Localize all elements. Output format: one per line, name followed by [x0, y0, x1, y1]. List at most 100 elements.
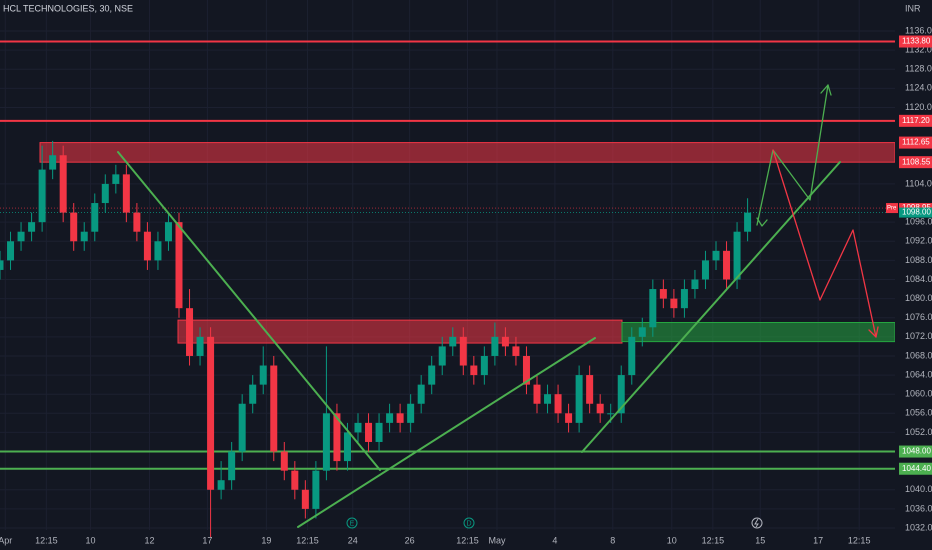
candle-body — [38, 169, 46, 223]
candle-body — [259, 365, 267, 385]
candle-body — [122, 174, 130, 213]
zone — [39, 142, 896, 163]
y-tick-label: 1080.00 — [905, 293, 932, 303]
candle-body — [238, 403, 246, 452]
candle-body — [80, 231, 88, 242]
candle-body — [228, 451, 236, 481]
y-tick-label: 1060.00 — [905, 389, 932, 399]
event-icon[interactable] — [463, 517, 475, 529]
candle-body — [449, 336, 457, 347]
x-tick-label: 24 — [348, 535, 358, 545]
x-tick-label: 12:15 — [296, 535, 319, 545]
price-tag-label: Pre — [887, 206, 897, 212]
candle-body — [712, 250, 720, 261]
chart-title: HCL TECHNOLOGIES, 30, NSE — [3, 3, 133, 13]
candle-body — [407, 403, 415, 423]
y-tick-label: 1068.00 — [905, 350, 932, 360]
projection-up — [756, 84, 829, 226]
x-tick-label: 10 — [667, 535, 677, 545]
event-icon[interactable] — [346, 517, 358, 529]
candle-body — [480, 355, 488, 376]
y-tick-label: 1128.00 — [905, 64, 932, 74]
arrow-head — [868, 326, 879, 338]
candle-body — [143, 231, 151, 261]
price-badge-label: 1044.40 — [902, 464, 931, 473]
candle-body — [164, 222, 172, 242]
candle-body — [522, 355, 530, 385]
price-badge — [899, 207, 932, 218]
price-badge — [899, 462, 932, 475]
candle-body — [386, 413, 394, 423]
y-tick-label: 1064.00 — [905, 369, 932, 379]
candle-body — [428, 365, 436, 385]
candle-body — [28, 222, 36, 232]
x-tick-label: 12:15 — [35, 535, 58, 545]
candle-body — [501, 336, 509, 347]
candle-body — [691, 279, 699, 290]
candle-body — [0, 260, 4, 270]
candle-body — [575, 375, 583, 423]
candle-body — [59, 155, 67, 213]
price-badge — [899, 35, 932, 48]
candle-body — [375, 422, 383, 442]
projection-down — [772, 149, 877, 338]
candle-body — [196, 336, 204, 356]
trend-line — [117, 151, 381, 471]
y-tick-label: 1036.00 — [905, 503, 932, 513]
candle-body — [312, 470, 320, 509]
candle-body — [470, 365, 478, 376]
candle-body — [207, 336, 215, 490]
candle-body — [112, 174, 120, 184]
candle-body — [133, 212, 141, 232]
trend-line — [581, 161, 841, 453]
x-tick-label: 19 — [261, 535, 271, 545]
x-tick-label: May — [488, 535, 506, 545]
candle-body — [723, 250, 731, 280]
candle-body — [291, 470, 299, 490]
x-tick-label: 10 — [86, 535, 96, 545]
candle-body — [670, 298, 678, 309]
candle-body — [459, 336, 467, 366]
x-tick-label: 12:15 — [702, 535, 725, 545]
candle-body — [638, 327, 646, 337]
event-label: D — [466, 520, 471, 527]
y-tick-label: 1096.00 — [905, 217, 932, 227]
y-tick-label: 1104.00 — [905, 178, 932, 188]
price-badge — [899, 114, 932, 127]
candle-body — [301, 489, 309, 509]
price-badge-label: 1117.20 — [902, 116, 930, 125]
candle-body — [417, 384, 425, 404]
y-tick-label: 1092.00 — [905, 236, 932, 246]
event-label: E — [350, 520, 355, 527]
currency: INR — [905, 3, 921, 13]
candle-body — [70, 212, 78, 242]
candle-body — [249, 384, 257, 404]
x-tick-label: 17 — [813, 535, 823, 545]
candle-body — [270, 365, 278, 452]
candle-body — [533, 384, 541, 404]
trend-line — [297, 337, 596, 528]
candle-body — [744, 212, 752, 232]
candle-body — [607, 413, 615, 415]
y-tick-label: 1120.00 — [905, 102, 932, 112]
y-tick-label: 1124.00 — [905, 83, 932, 93]
x-tick-label: 12:15 — [848, 535, 871, 545]
x-tick-label: Apr — [0, 535, 12, 545]
candle-body — [491, 336, 499, 356]
y-tick-label: 1136.00 — [905, 25, 932, 35]
candle-body — [280, 451, 288, 471]
candle-body — [733, 231, 741, 280]
candle-body — [565, 413, 573, 423]
candle-body — [396, 413, 404, 423]
candle-body — [175, 222, 183, 309]
price-badge-label: 1048.00 — [902, 447, 931, 456]
candle-body — [701, 260, 709, 280]
event-icon[interactable] — [751, 517, 763, 529]
price-badge — [899, 156, 932, 169]
y-tick-label: 1052.00 — [905, 427, 932, 437]
y-tick-label: 1076.00 — [905, 312, 932, 322]
price-badge-label: 1108.55 — [902, 157, 931, 166]
candle-body — [322, 413, 330, 471]
candle-body — [438, 346, 446, 366]
